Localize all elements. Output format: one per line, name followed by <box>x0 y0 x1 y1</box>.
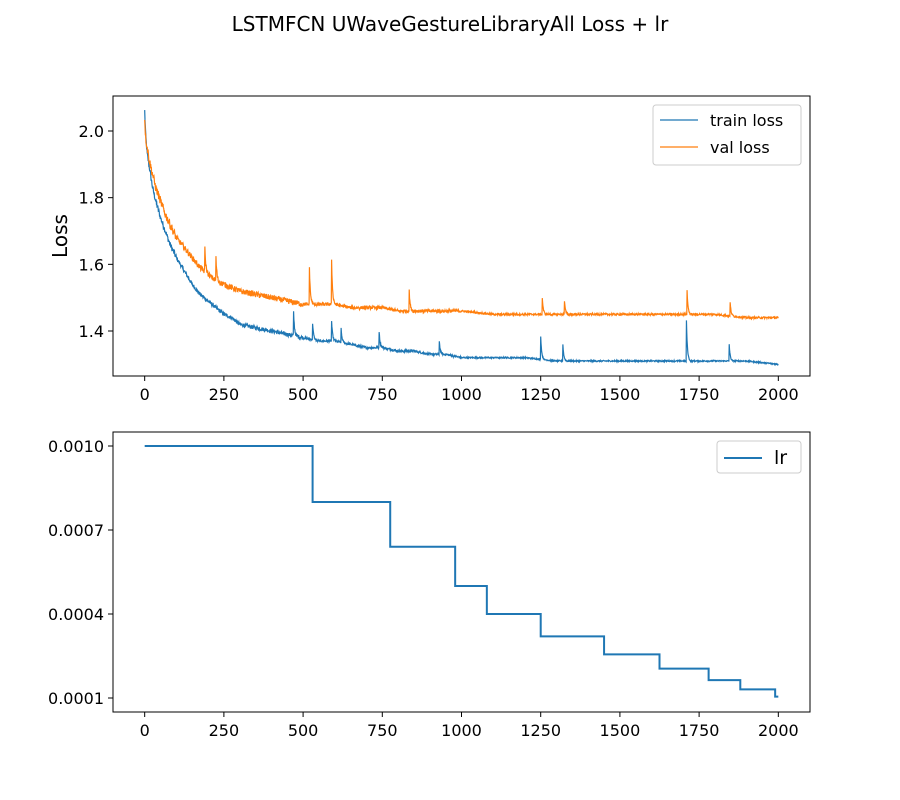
legend-label-lr: lr <box>774 447 787 469</box>
y-tick-label: 2.0 <box>79 122 104 141</box>
x-tick-label: 1500 <box>600 721 641 740</box>
x-tick-label: 1250 <box>520 721 561 740</box>
x-tick-label: 250 <box>209 721 240 740</box>
x-tick-label: 500 <box>288 721 319 740</box>
x-tick-label: 1750 <box>679 385 720 404</box>
x-tick-label: 1000 <box>441 721 482 740</box>
plot-lines <box>144 445 779 698</box>
series-line-val-loss <box>144 119 779 321</box>
y-tick-label: 1.8 <box>79 189 104 208</box>
plot-frame <box>112 431 811 713</box>
x-tick-label: 750 <box>367 721 398 740</box>
x-tick-label: 1250 <box>520 385 561 404</box>
x-tick-label: 2000 <box>758 385 799 404</box>
x-tick-label: 500 <box>288 385 319 404</box>
series-line-lr <box>144 445 779 698</box>
y-tick-label: 0.0010 <box>48 437 104 456</box>
legend: train loss val loss <box>652 104 802 166</box>
lr-panel: 0 250 500 750 1000 1250 1500 1750 2000 0.0001 0.00… <box>48 431 811 740</box>
legend: lr <box>716 440 802 474</box>
loss-panel: 0 250 500 750 1000 1250 1500 1750 2000 1.4 1.6 1.8 2… <box>48 95 811 404</box>
x-tick-label: 750 <box>367 385 398 404</box>
x-tick-label: 0 <box>140 721 150 740</box>
x-tick-label: 2000 <box>758 721 799 740</box>
x-tick-label: 1500 <box>600 385 641 404</box>
y-tick-label: 0.0001 <box>48 689 104 708</box>
x-tick-label: 1000 <box>441 385 482 404</box>
legend-label-val-loss: val loss <box>710 138 770 157</box>
x-tick-label: 250 <box>209 385 240 404</box>
y-tick-label: 0.0004 <box>48 605 104 624</box>
y-tick-label: 0.0007 <box>48 521 104 540</box>
plot-lines <box>144 110 779 367</box>
x-tick-label: 0 <box>140 385 150 404</box>
y-tick-label: 1.6 <box>79 255 104 274</box>
y-axis-label: Loss <box>48 214 72 258</box>
x-tick-label: 1750 <box>679 721 720 740</box>
legend-label-train-loss: train loss <box>710 111 783 130</box>
figure-title: LSTMFCN UWaveGestureLibraryAll Loss + lr <box>232 12 669 36</box>
y-tick-label: 1.4 <box>79 322 104 341</box>
series-line-train-loss <box>144 110 779 367</box>
